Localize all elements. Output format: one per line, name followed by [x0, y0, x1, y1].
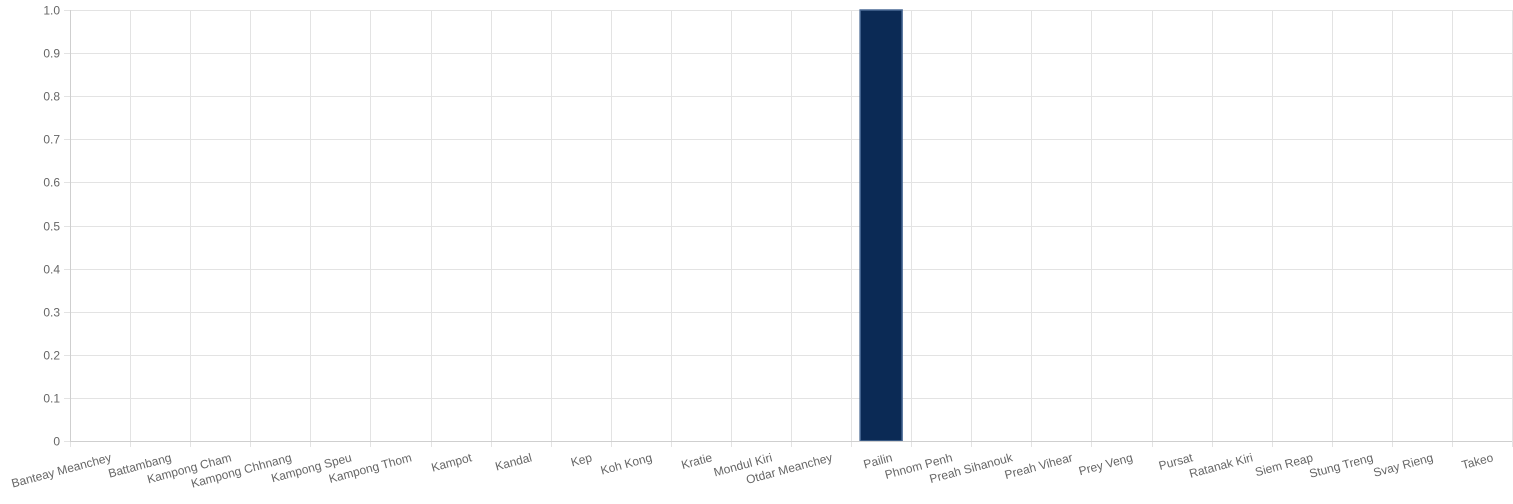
x-tick-label: Kandal	[494, 450, 534, 473]
y-tick-label: 0	[53, 435, 60, 449]
y-tick-label: 1.0	[43, 4, 60, 18]
y-tick-label: 0.1	[43, 392, 60, 406]
x-tick-label: Svay Rieng	[1372, 450, 1435, 479]
x-tick-label: Prey Veng	[1077, 450, 1134, 478]
x-tick-label: Ratanak Kiri	[1188, 450, 1255, 480]
y-tick-label: 0.8	[43, 90, 60, 104]
x-tick-label: Kratie	[680, 450, 714, 472]
x-tick-label: Siem Reap	[1254, 450, 1315, 479]
axes	[70, 10, 1512, 442]
y-tick-label: 0.7	[43, 133, 60, 147]
y-tick-label: 0.4	[43, 263, 60, 277]
x-tick-label: Stung Treng	[1308, 450, 1375, 480]
y-tick-label: 0.3	[43, 306, 60, 320]
y-gridlines	[64, 10, 1512, 442]
y-tick-label: 0.9	[43, 47, 60, 61]
y-tick-label: 0.6	[43, 176, 60, 190]
x-tick-label: Banteay Meanchey	[10, 450, 113, 490]
bar-pailin	[859, 9, 903, 442]
x-tick-label: Kep	[569, 450, 594, 469]
x-tick-label: Takeo	[1460, 450, 1495, 472]
y-tick-label: 0.2	[43, 349, 60, 363]
bars	[859, 9, 903, 442]
x-tick-label: Kampot	[430, 450, 474, 474]
x-tick-label: Koh Kong	[599, 450, 654, 477]
y-tick-label: 0.5	[43, 220, 60, 234]
x-gridlines	[70, 10, 1513, 447]
y-axis-tick-labels: 0 0.1 0.2 0.3 0.4 0.5 0.6 0.7 0.8 0.9 1.0	[43, 4, 60, 449]
x-tick-label: Preah Vihear	[1003, 450, 1074, 482]
